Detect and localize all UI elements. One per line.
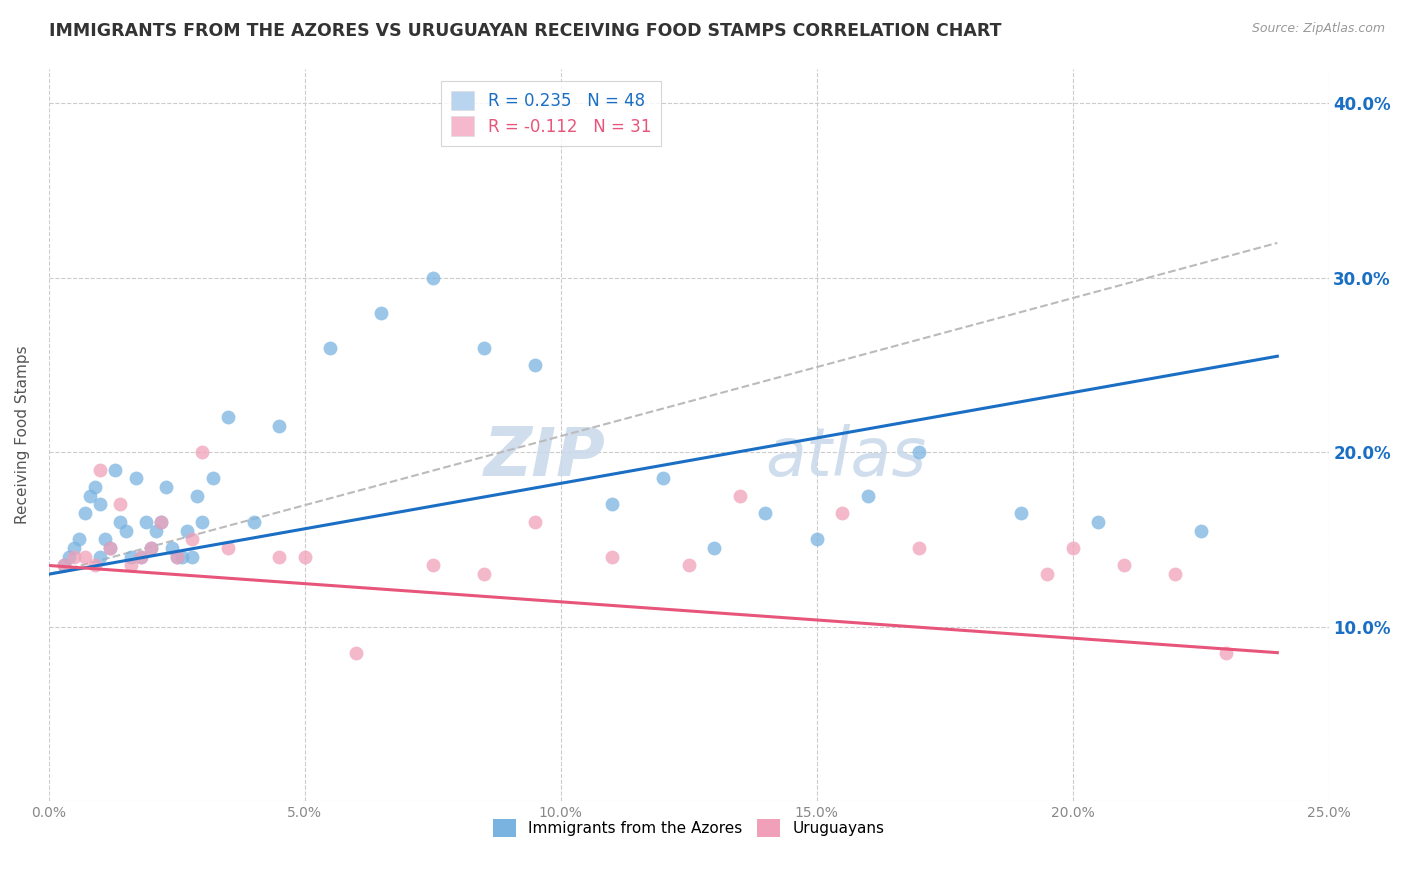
Point: [110, 498, 132, 512]
Legend: Immigrants from the Azores, Uruguayans: Immigrants from the Azores, Uruguayans: [485, 812, 893, 845]
Point: [150, 515, 173, 529]
Point: [53, 558, 76, 573]
Point: [129, 549, 152, 564]
Point: [69, 533, 91, 547]
Point: [166, 549, 188, 564]
Point: [472, 567, 495, 582]
Point: [58, 549, 80, 564]
Point: [98, 541, 121, 555]
Point: [678, 558, 700, 573]
Point: [114, 524, 136, 538]
Point: [294, 549, 316, 564]
Point: [1036, 567, 1059, 582]
Point: [652, 471, 675, 485]
Point: [1087, 515, 1109, 529]
Point: [63, 541, 86, 555]
Point: [120, 549, 142, 564]
Point: [98, 541, 121, 555]
Point: [89, 462, 111, 476]
Point: [524, 515, 547, 529]
Point: [217, 410, 239, 425]
Point: [145, 524, 167, 538]
Point: [104, 462, 127, 476]
Point: [63, 549, 86, 564]
Point: [155, 480, 177, 494]
Point: [1164, 567, 1187, 582]
Point: [754, 506, 776, 520]
Point: [73, 549, 96, 564]
Point: [125, 471, 148, 485]
Point: [89, 549, 111, 564]
Point: [110, 515, 132, 529]
Point: [422, 270, 444, 285]
Point: [181, 549, 204, 564]
Point: [120, 558, 142, 573]
Point: [166, 549, 188, 564]
Point: [1112, 558, 1135, 573]
Point: [129, 549, 152, 564]
Point: [908, 541, 931, 555]
Point: [319, 341, 342, 355]
Point: [191, 515, 214, 529]
Point: [217, 541, 239, 555]
Point: [79, 489, 101, 503]
Point: [1062, 541, 1084, 555]
Point: [181, 533, 204, 547]
Point: [908, 445, 931, 459]
Point: [600, 549, 623, 564]
Point: [139, 541, 162, 555]
Text: ZIP: ZIP: [484, 424, 606, 490]
Point: [344, 646, 367, 660]
Point: [600, 498, 623, 512]
Point: [728, 489, 751, 503]
Point: [1010, 506, 1032, 520]
Point: [472, 341, 495, 355]
Point: [83, 558, 105, 573]
Point: [269, 549, 291, 564]
Point: [73, 506, 96, 520]
Point: [83, 480, 105, 494]
Point: [201, 471, 224, 485]
Point: [176, 524, 198, 538]
Point: [269, 419, 291, 434]
Point: [170, 549, 193, 564]
Point: [703, 541, 725, 555]
Point: [370, 305, 392, 319]
Point: [242, 515, 264, 529]
Point: [1189, 524, 1212, 538]
Point: [191, 445, 214, 459]
Point: [89, 498, 111, 512]
Point: [806, 533, 828, 547]
Point: [186, 489, 208, 503]
Text: atlas: atlas: [765, 424, 927, 490]
Point: [135, 515, 157, 529]
Point: [422, 558, 444, 573]
Point: [139, 541, 162, 555]
Point: [831, 506, 853, 520]
Point: [94, 533, 117, 547]
Point: [150, 515, 173, 529]
Text: IMMIGRANTS FROM THE AZORES VS URUGUAYAN RECEIVING FOOD STAMPS CORRELATION CHART: IMMIGRANTS FROM THE AZORES VS URUGUAYAN …: [49, 22, 1001, 40]
Point: [53, 558, 76, 573]
Point: [856, 489, 879, 503]
Point: [160, 541, 183, 555]
Text: Source: ZipAtlas.com: Source: ZipAtlas.com: [1251, 22, 1385, 36]
Point: [1215, 646, 1237, 660]
Point: [524, 358, 547, 372]
Y-axis label: Receiving Food Stamps: Receiving Food Stamps: [15, 345, 30, 524]
